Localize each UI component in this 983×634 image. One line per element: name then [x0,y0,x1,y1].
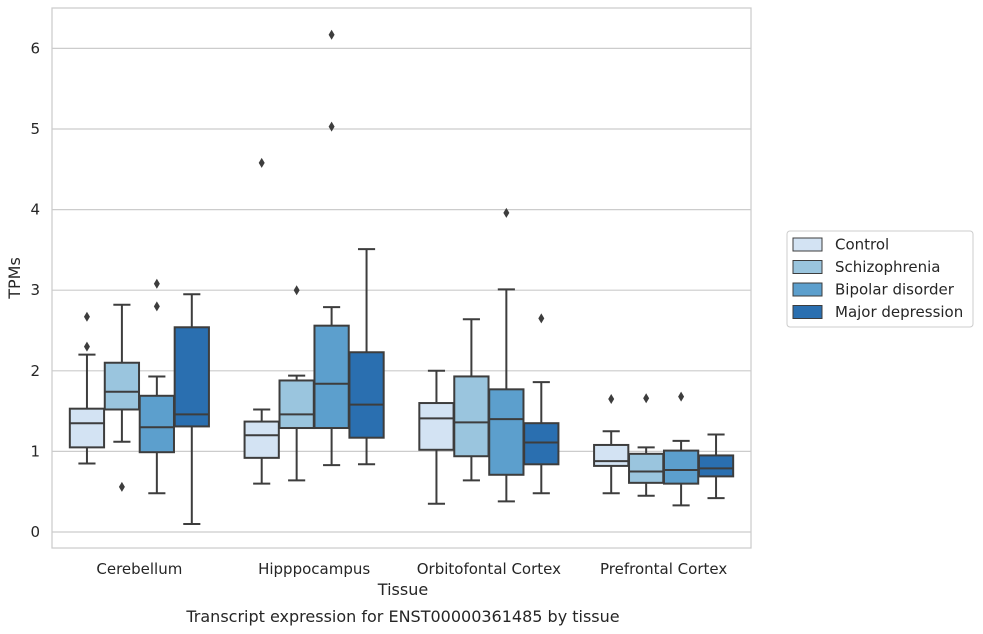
legend-label: Bipolar disorder [835,281,955,299]
plot-frame [51,7,752,549]
legend-swatch [792,282,823,297]
box-major-depression [173,293,210,525]
x-axis-title: Tissue [377,580,428,599]
outlier-point [328,29,335,40]
legend-label: Major depression [835,303,963,321]
y-tick-label: 3 [30,281,40,299]
outlier-point [83,311,90,322]
y-tick-labels: 0 1 2 3 4 5 6 [30,39,40,541]
outlier-point [293,285,300,296]
box-body [173,326,210,428]
outlier-point [643,393,650,404]
legend-frame [786,230,974,328]
boxes [68,248,735,525]
outlier-point [258,157,265,168]
box-body [488,388,525,476]
x-tick-label: Cerebellum [96,560,182,578]
box-body [523,422,560,466]
box-body [662,449,700,485]
legend-label: Schizophrenia [835,258,940,276]
legend-swatch [792,305,823,319]
box-schizophrenia [628,446,665,497]
box-control [243,408,280,485]
outlier-point [503,207,510,218]
y-axis-title: TPMs [5,257,24,300]
box-major-depression [697,433,735,500]
chart-caption: Transcript expression for ENST0000036148… [185,607,619,626]
outlier-point [153,301,160,312]
y-tick-label: 6 [30,39,40,57]
box-body [103,361,141,411]
box-schizophrenia [453,318,490,482]
y-tick-label: 0 [30,523,40,541]
outlier-point [608,394,615,405]
box-control [68,353,106,465]
outlier-point [153,278,160,289]
y-tick-label: 5 [30,120,40,138]
box-bipolar-disorder [138,375,175,495]
box-schizophrenia [278,374,315,482]
outliers [83,29,685,492]
box-body [697,454,735,478]
y-tick-label: 1 [30,442,40,460]
box-body [138,394,175,454]
y-tick-label: 4 [30,201,40,219]
box-control [418,369,455,505]
x-tick-label: Prefrontal Cortex [600,560,727,578]
box-schizophrenia [103,303,141,443]
box-body [418,402,455,451]
box-body [243,420,280,459]
box-body [313,324,350,430]
x-tick-labels: Cerebellum Hipppocampus Orbitofontal Corte… [96,560,727,578]
box-body [68,407,106,449]
legend: Control Schizophrenia Bipolar disorder Majo… [786,230,974,328]
box-body [593,443,630,467]
box-body [278,379,315,430]
box-body [453,375,490,458]
x-tick-label: Orbitofontal Cortex [417,560,561,578]
legend-label: Control [835,236,889,254]
box-body [348,351,385,439]
box-bipolar-disorder [313,306,350,467]
box-control [593,430,630,495]
box-body [628,452,665,484]
box-major-depression [523,381,560,495]
y-tick-label: 2 [30,362,40,380]
outlier-point [118,481,125,492]
outlier-point [83,341,90,352]
legend-swatch [792,260,823,274]
box-bipolar-disorder [662,439,700,507]
outlier-point [328,121,335,132]
box-major-depression [348,248,385,466]
outlier-point [678,391,685,402]
outlier-point [538,313,545,324]
x-tick-label: Hipppocampus [258,560,370,578]
legend-swatch [792,237,823,252]
